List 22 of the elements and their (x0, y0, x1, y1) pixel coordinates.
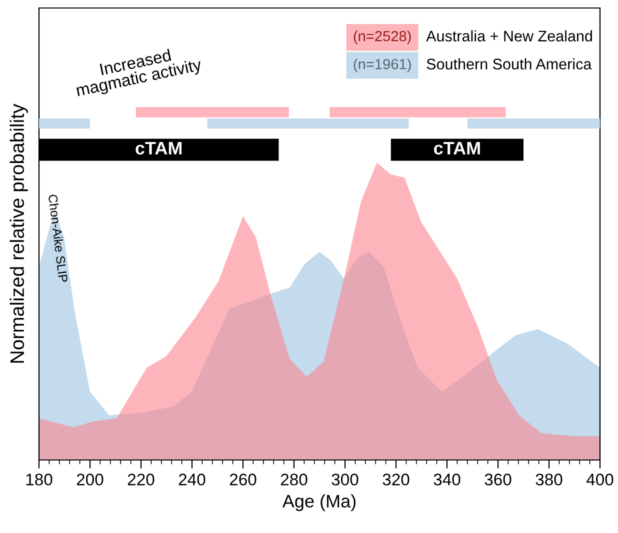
annotation: Increased magmatic activity (76, 48, 203, 100)
x-tick-label: 260 (230, 474, 256, 486)
x-tick-label: 240 (178, 474, 206, 486)
data-label: cTAM (136, 142, 182, 155)
annotation: Chon-Aike SLIP (48, 194, 68, 282)
x-tick-label: 220 (128, 474, 154, 486)
y-axis-title: Normalized relative probability (10, 104, 28, 363)
x-tick-label: 340 (434, 474, 460, 486)
legend-label: Southern South America (426, 58, 592, 70)
data-label: cTAM (434, 142, 480, 155)
x-tick-label: 280 (280, 474, 308, 486)
annotation: (n=1961) (354, 58, 411, 72)
x-tick-label: 360 (484, 474, 512, 486)
x-tick-label: 300 (332, 474, 358, 486)
x-tick-label: 380 (536, 474, 562, 486)
x-tick-label: 320 (382, 474, 410, 486)
x-tick-label: 180 (26, 474, 52, 486)
legend-label: Australia + New Zealand (426, 30, 592, 42)
x-axis-title: Age (Ma) (282, 494, 356, 512)
annotation: (n=2528) (354, 30, 411, 44)
x-tick-label: 200 (76, 474, 104, 486)
x-tick-label: 400 (586, 474, 614, 486)
